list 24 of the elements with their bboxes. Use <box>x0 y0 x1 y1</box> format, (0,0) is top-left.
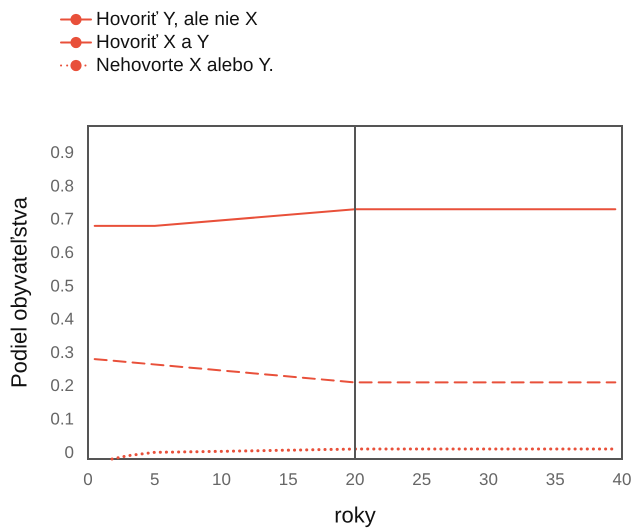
y-tick-label: 0.7 <box>50 210 74 229</box>
legend-label: Hovoriť X a Y <box>96 32 210 53</box>
legend-label: Hovoriť Y, ale nie X <box>96 9 258 30</box>
x-tick-label: 25 <box>412 470 432 489</box>
x-tick-label: 0 <box>83 470 93 489</box>
x-tick-label: 5 <box>150 470 160 489</box>
y-tick-label: 0.1 <box>50 410 74 429</box>
x-tick-label: 15 <box>278 470 298 489</box>
y-tick-label: 0 <box>64 442 74 462</box>
x-tick-label: 20 <box>346 470 364 489</box>
x-tick-label: 10 <box>212 470 231 489</box>
y-tick-label: 0.3 <box>50 342 74 362</box>
y-tick-label: 0.9 <box>50 143 74 162</box>
y-tick-label: 0.4 <box>50 310 74 329</box>
y-tick-label: 0.8 <box>50 176 74 196</box>
y-axis-title: Podiel obyvateľstva <box>6 196 32 388</box>
x-tick-label: 40 <box>612 470 632 489</box>
y-tick-label: 0.2 <box>50 376 74 396</box>
y-tick-label: 0.5 <box>50 276 74 296</box>
legend-label: Nehovorte X alebo Y. <box>96 55 274 76</box>
x-tick-label: 30 <box>479 470 498 489</box>
x-axis-title: roky <box>334 502 376 528</box>
y-tick-label: 0.6 <box>50 243 74 262</box>
x-tick-label: 35 <box>546 470 565 489</box>
